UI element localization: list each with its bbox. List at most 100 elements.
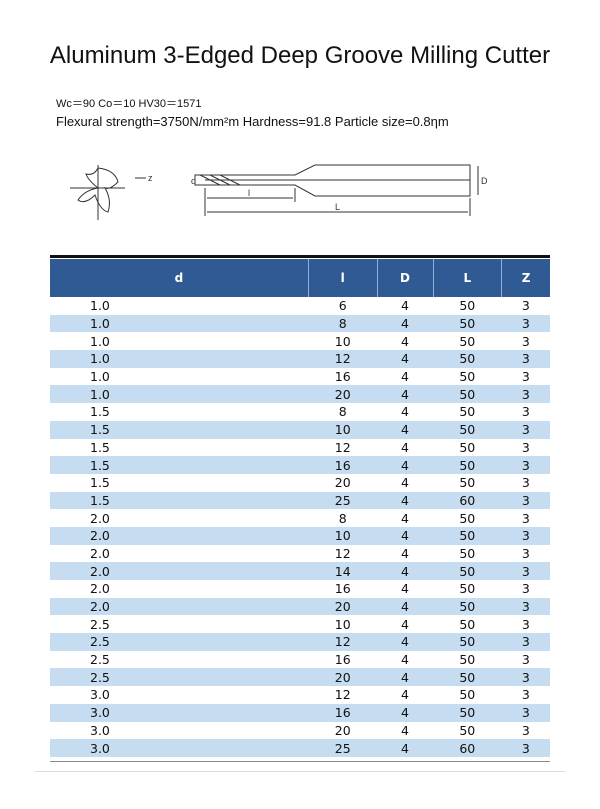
table-row: 1.5 20 4 50 3 — [50, 474, 550, 492]
table-header: d l D L Z — [50, 259, 550, 297]
table-cell: 6 — [338, 298, 347, 314]
table-cell: 50 — [459, 545, 476, 561]
table-cell: 4 — [401, 333, 409, 349]
table-cell: 1.5 — [50, 420, 309, 439]
table-cell: 4 — [401, 510, 409, 526]
table-cell: 3 — [501, 385, 550, 404]
table-cell: 50 — [459, 475, 476, 491]
table-cell: 4 — [401, 616, 409, 632]
table-cell: 16 — [308, 703, 378, 722]
table-cell: 50 — [459, 510, 476, 526]
table-row: 1.0 8 4 50 3 — [50, 314, 550, 333]
table-cell: 8 — [338, 510, 347, 526]
d-label: d — [191, 176, 196, 186]
table-cell: 1.0 — [90, 298, 110, 314]
table-cell: 2.5 — [90, 616, 110, 632]
table-cell: 60 — [433, 739, 502, 757]
cross-section-icon — [70, 165, 125, 220]
table-cell: 20 — [334, 475, 351, 491]
table-row: 1.0 6 4 50 3 — [50, 297, 550, 315]
table-cell: 4 — [401, 298, 409, 314]
table-cell: 50 — [433, 350, 502, 368]
table-cell: 4 — [377, 491, 433, 510]
table-cell: 50 — [459, 369, 476, 385]
z-label: z — [148, 173, 153, 183]
table-cell: 3 — [521, 475, 530, 491]
table-cell: 3 — [521, 333, 530, 349]
table-cell: 60 — [433, 491, 502, 510]
table-row: 3.0 25 4 60 3 — [50, 739, 550, 757]
table-cell: 20 — [308, 385, 378, 404]
table-cell: 1.5 — [90, 475, 110, 491]
table-cell: 3 — [521, 298, 530, 314]
table-cell: 4 — [377, 456, 433, 474]
table-cell: 3.0 — [50, 703, 309, 722]
spec-table: d l D L Z 1.0 6 4 50 3 1.0 8 4 50 3 1.0 10 4 50 3 1.0 12… — [50, 259, 550, 757]
table-cell: 1.5 — [90, 404, 110, 420]
table-cell: 50 — [433, 562, 502, 580]
table-cell: 3 — [521, 722, 530, 738]
header-L: L — [432, 259, 502, 297]
table-bottom-rule — [50, 761, 550, 762]
table-cell: 12 — [308, 633, 378, 651]
table-cell: 4 — [377, 703, 433, 722]
table-cell: 50 — [459, 581, 476, 597]
table-cell: 4 — [377, 739, 433, 757]
table-row: 2.0 16 4 50 3 — [50, 580, 550, 598]
L-label: L — [335, 202, 340, 212]
cutter-diagram: z d l D L — [70, 164, 488, 220]
table-cell: 3.0 — [90, 722, 110, 738]
table-row: 1.0 12 4 50 3 — [50, 350, 550, 368]
table-cell: 50 — [433, 456, 502, 474]
table-cell: 2.0 — [50, 562, 309, 580]
table-row: 1.5 8 4 50 3 — [50, 403, 550, 421]
table-cell: 3 — [521, 545, 530, 561]
table-row: 1.0 20 4 50 3 — [50, 385, 550, 404]
D-label: D — [481, 176, 488, 186]
table-cell: 50 — [433, 703, 502, 722]
table-cell: 3 — [501, 597, 550, 616]
table-cell: 4 — [401, 545, 409, 561]
table-cell: 4 — [401, 581, 409, 597]
table-row: 3.0 20 4 50 3 — [50, 722, 550, 740]
l-label: l — [248, 188, 250, 198]
table-row: 1.5 16 4 50 3 — [50, 456, 550, 474]
table-cell: 2.5 — [90, 652, 110, 668]
table-cell: 4 — [401, 439, 409, 455]
table-cell: 50 — [433, 314, 502, 333]
table-cell: 4 — [401, 687, 409, 703]
table-row: 2.5 20 4 50 3 — [50, 668, 550, 687]
table-cell: 14 — [308, 562, 378, 580]
table-cell: 50 — [433, 420, 502, 439]
table-cell: 16 — [334, 652, 351, 668]
table-cell: 3.0 — [50, 739, 309, 757]
table-row: 2.0 20 4 50 3 — [50, 597, 550, 616]
table-cell: 3 — [501, 314, 550, 333]
table-cell: 1.0 — [50, 385, 309, 404]
table-row: 1.5 10 4 50 3 — [50, 420, 550, 439]
table-cell: 50 — [459, 652, 476, 668]
table-cell: 12 — [308, 350, 378, 368]
table-cell: 20 — [308, 668, 378, 687]
table-top-rule — [50, 255, 550, 258]
table-cell: 1.0 — [50, 314, 309, 333]
table-cell: 50 — [459, 298, 476, 314]
table-cell: 3 — [501, 420, 550, 439]
header-d: d — [50, 259, 309, 297]
table-cell: 50 — [459, 722, 476, 738]
table-cell: 3 — [501, 739, 550, 757]
cutter-side-view — [194, 164, 479, 216]
table-row: 2.5 12 4 50 3 — [50, 633, 550, 651]
table-cell: 1.0 — [90, 369, 110, 385]
table-cell: 1.0 — [50, 350, 309, 368]
table-cell: 20 — [308, 597, 378, 616]
table-cell: 4 — [377, 385, 433, 404]
table-cell: 25 — [308, 739, 378, 757]
table-cell: 3 — [501, 491, 550, 510]
table-cell: 50 — [459, 616, 476, 632]
table-cell: 8 — [308, 314, 378, 333]
table-row: 2.0 8 4 50 3 — [50, 509, 550, 527]
table-cell: 2.0 — [90, 545, 110, 561]
table-cell: 50 — [433, 668, 502, 687]
